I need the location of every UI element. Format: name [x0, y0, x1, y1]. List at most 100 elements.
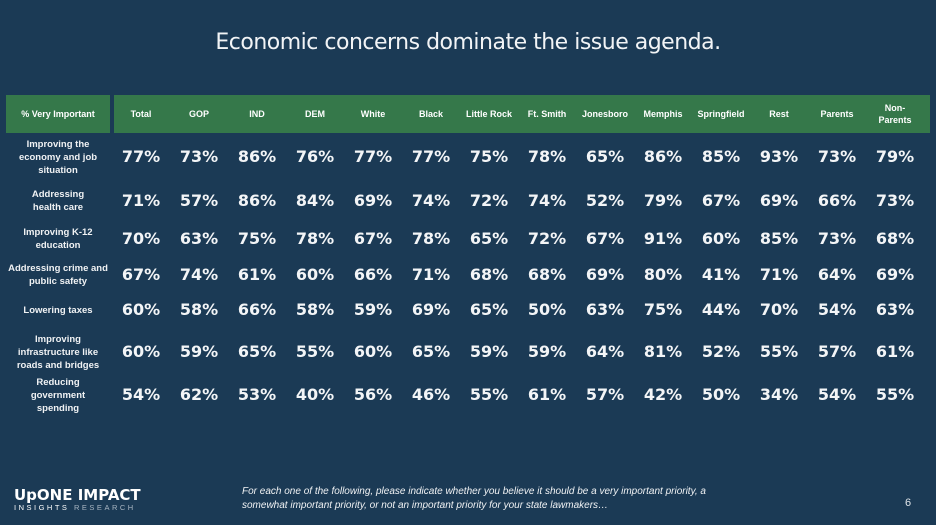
- table-cell: 73%: [875, 191, 915, 210]
- column-header: Black: [418, 109, 444, 119]
- column-header-bar: Total GOP IND DEM White Black Little Rock Ft. S…: [114, 95, 930, 133]
- table-cell: 54%: [121, 385, 161, 404]
- table-cell: 73%: [817, 229, 857, 248]
- logo-wordmark: UpONE IMPACT: [14, 486, 141, 504]
- table-row: Addressing crime and public safety 67% 74%…: [0, 258, 936, 292]
- table-cell: 60%: [121, 300, 161, 319]
- table-cell: 60%: [121, 342, 161, 361]
- table-cell: 52%: [701, 342, 741, 361]
- table-cell: 58%: [179, 300, 219, 319]
- table-cell: 72%: [469, 191, 509, 210]
- logo-insights: INSIGHTS: [14, 503, 70, 512]
- table-cell: 81%: [643, 342, 683, 361]
- column-header: DEM: [305, 109, 325, 119]
- column-header: Total: [130, 109, 152, 119]
- table-cell: 75%: [469, 147, 509, 166]
- table-cell: 55%: [469, 385, 509, 404]
- table-cell: 74%: [411, 191, 451, 210]
- table-cell: 65%: [469, 300, 509, 319]
- table-cell: 69%: [353, 191, 393, 210]
- table-cell: 86%: [237, 191, 277, 210]
- table-cell: 53%: [237, 385, 277, 404]
- table-cell: 79%: [643, 191, 683, 210]
- table-cell: 78%: [527, 147, 567, 166]
- table-row: Improving infrastructure like roads and …: [0, 332, 936, 372]
- logo-subtitle: INSIGHTS RESEARCH: [14, 503, 141, 512]
- table-cell: 63%: [585, 300, 625, 319]
- table-cell: 50%: [527, 300, 567, 319]
- table-cell: 63%: [179, 229, 219, 248]
- table-cell: 74%: [179, 265, 219, 284]
- row-label: Addressing crime and public safety: [8, 263, 108, 287]
- table-cell: 70%: [121, 229, 161, 248]
- table-cell: 72%: [527, 229, 567, 248]
- table-cell: 73%: [817, 147, 857, 166]
- table-cell: 65%: [469, 229, 509, 248]
- table-row: Improving K-12 education 70% 63% 75% 78% 67% 7…: [0, 223, 936, 255]
- table-cell: 34%: [759, 385, 799, 404]
- table-cell: 56%: [353, 385, 393, 404]
- row-label: Addressing health care: [31, 189, 85, 213]
- table-cell: 57%: [585, 385, 625, 404]
- table-cell: 55%: [295, 342, 335, 361]
- upone-impact-logo: UpONE IMPACT INSIGHTS RESEARCH: [14, 486, 141, 512]
- table-cell: 70%: [759, 300, 799, 319]
- table-cell: 64%: [817, 265, 857, 284]
- table-cell: 77%: [411, 147, 451, 166]
- table-cell: 71%: [411, 265, 451, 284]
- table-cell: 86%: [643, 147, 683, 166]
- table-cell: 58%: [295, 300, 335, 319]
- table-cell: 77%: [121, 147, 161, 166]
- row-label: Improving K-12 education: [23, 227, 93, 251]
- table-cell: 68%: [469, 265, 509, 284]
- table-cell: 62%: [179, 385, 219, 404]
- table-row: Addressing health care 71% 57% 86% 84% 69% 74%…: [0, 183, 936, 219]
- table-cell: 67%: [121, 265, 161, 284]
- row-label: Lowering taxes: [23, 304, 93, 316]
- table-cell: 59%: [179, 342, 219, 361]
- table-cell: 59%: [353, 300, 393, 319]
- column-header: Memphis: [643, 109, 683, 119]
- table-cell: 71%: [759, 265, 799, 284]
- table-cell: 50%: [701, 385, 741, 404]
- table-cell: 52%: [585, 191, 625, 210]
- table-cell: 54%: [817, 300, 857, 319]
- table-cell: 68%: [875, 229, 915, 248]
- table-cell: 60%: [701, 229, 741, 248]
- row-label: Improving infrastructure like roads and …: [16, 333, 100, 371]
- slide-title: Economic concerns dominate the issue age…: [215, 30, 721, 55]
- table-cell: 64%: [585, 342, 625, 361]
- table-row: Improving the economy and job situation 7…: [0, 137, 936, 177]
- table-cell: 61%: [875, 342, 915, 361]
- corner-header: % Very Important: [6, 95, 110, 133]
- table-cell: 65%: [411, 342, 451, 361]
- column-header: Springfield: [697, 109, 745, 119]
- table-cell: 69%: [411, 300, 451, 319]
- column-header: Parents: [820, 109, 854, 119]
- table-cell: 75%: [237, 229, 277, 248]
- column-header: White: [360, 109, 386, 119]
- table-cell: 67%: [585, 229, 625, 248]
- table-cell: 85%: [701, 147, 741, 166]
- table-cell: 55%: [759, 342, 799, 361]
- table-cell: 44%: [701, 300, 741, 319]
- table-cell: 69%: [875, 265, 915, 284]
- table-cell: 59%: [469, 342, 509, 361]
- table-cell: 74%: [527, 191, 567, 210]
- table-cell: 78%: [295, 229, 335, 248]
- column-header: Rest: [769, 109, 789, 119]
- logo-research: RESEARCH: [74, 503, 136, 512]
- table-cell: 80%: [643, 265, 683, 284]
- table-cell: 61%: [237, 265, 277, 284]
- table-cell: 73%: [179, 147, 219, 166]
- table-cell: 75%: [643, 300, 683, 319]
- table-cell: 65%: [585, 147, 625, 166]
- table-cell: 66%: [817, 191, 857, 210]
- table-cell: 68%: [527, 265, 567, 284]
- table-cell: 41%: [701, 265, 741, 284]
- table-cell: 93%: [759, 147, 799, 166]
- table-cell: 77%: [353, 147, 393, 166]
- table-cell: 86%: [237, 147, 277, 166]
- table-cell: 69%: [585, 265, 625, 284]
- table-cell: 60%: [295, 265, 335, 284]
